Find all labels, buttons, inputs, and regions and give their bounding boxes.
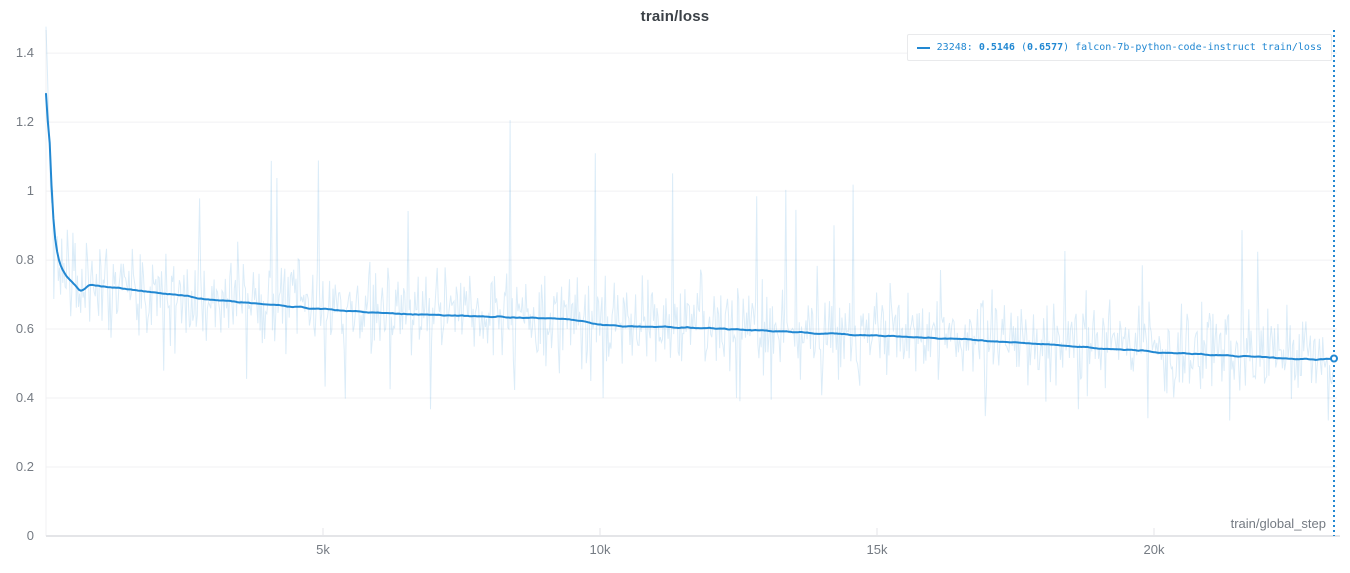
chart-title: train/loss [640,8,710,25]
legend-paren-close: ) [1063,42,1076,53]
x-axis-label: train/global_step [1230,516,1326,531]
y-tick-label: 0.2 [15,459,34,475]
legend-text: 23248: 0.5146 (0.6577) falcon-7b-python-… [937,42,1322,53]
legend-step: 23248: [936,42,979,53]
x-tick-label: 5k [316,542,330,557]
y-tick-label: 0 [26,528,34,543]
x-tick-label: 15k [866,542,888,557]
legend-paren-open: ( [1014,42,1027,53]
legend-raw-value: 0.6577 [1026,42,1064,53]
x-tick-label: 10k [589,542,611,557]
y-tick-label: 0.4 [15,390,34,406]
legend-run-name: falcon-7b-python-code-instruct train/los… [1075,42,1322,53]
y-tick-label: 1.4 [15,45,34,61]
legend-line-icon [916,46,930,49]
legend-smoothed-value: 0.5146 [978,42,1015,53]
y-tick-label: 1 [26,183,34,199]
y-tick-label: 1.2 [15,114,34,130]
legend[interactable]: 23248: 0.5146 (0.6577) falcon-7b-python-… [906,34,1332,61]
y-tick-label: 0.6 [15,321,34,337]
y-tick-label: 0.8 [15,252,34,268]
x-tick-label: 20k [1143,542,1165,557]
